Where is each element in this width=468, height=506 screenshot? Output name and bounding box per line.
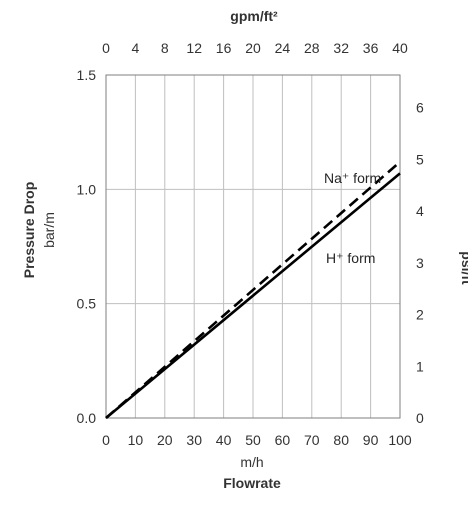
grid-lines [105,74,401,419]
bottom-tick-label: 70 [304,432,320,448]
plot-frame [105,74,401,419]
top-tick-label: 16 [216,40,232,56]
bottom-axis-title: Flowrate [223,475,281,491]
right-tick-label: 5 [416,151,424,167]
h-form-annotation: H⁺ form [326,250,375,266]
na-form-annotation: Na⁺ form [324,170,381,186]
bottom-tick-label: 10 [128,432,144,448]
bottom-tick-label: 60 [275,432,291,448]
bottom-tick-label: 30 [186,432,202,448]
bottom-tick-label: 40 [216,432,232,448]
bottom-tick-label: 100 [388,432,412,448]
series-layer [105,160,401,419]
top-tick-label: 32 [333,40,349,56]
left-tick-label: 0.5 [77,296,97,312]
top-tick-label: 40 [392,40,408,56]
right-tick-label: 3 [416,255,424,271]
top-tick-label: 8 [161,40,169,56]
top-tick-label: 28 [304,40,320,56]
top-tick-label: 36 [363,40,379,56]
right-tick-label: 1 [416,358,424,374]
bottom-tick-label: 20 [157,432,173,448]
top-tick-label: 4 [132,40,140,56]
na-form-line [105,160,401,419]
top-tick-labels: 0 4 8 12 16 20 24 28 32 36 40 [102,40,408,56]
left-tick-labels: 0.0 0.5 1.0 1.5 [77,67,97,426]
h-form-line [105,172,401,419]
bottom-tick-labels: 0 10 20 30 40 50 60 70 80 90 100 [102,432,412,448]
bottom-tick-label: 80 [333,432,349,448]
right-tick-label: 2 [416,307,424,323]
right-tick-label: 6 [416,100,424,116]
bottom-tick-label: 50 [245,432,261,448]
right-axis-title: psi/ft [459,251,468,285]
right-tick-label: 0 [416,410,424,426]
top-tick-label: 12 [186,40,202,56]
top-tick-label: 20 [245,40,261,56]
bottom-tick-label: 90 [363,432,379,448]
top-tick-label: 24 [275,40,291,56]
right-tick-labels: 0 1 2 3 4 5 6 [416,100,424,426]
left-tick-label: 1.5 [77,67,97,83]
top-axis-unit: gpm/ft² [230,8,278,24]
left-axis-title: Pressure Drop [21,182,37,278]
bottom-tick-label: 0 [102,432,110,448]
left-axis-unit: bar/m [41,212,57,248]
left-tick-label: 0.0 [77,410,97,426]
left-tick-label: 1.0 [77,181,97,197]
top-tick-label: 0 [102,40,110,56]
right-tick-label: 4 [416,203,424,219]
bottom-axis-unit: m/h [240,454,263,470]
